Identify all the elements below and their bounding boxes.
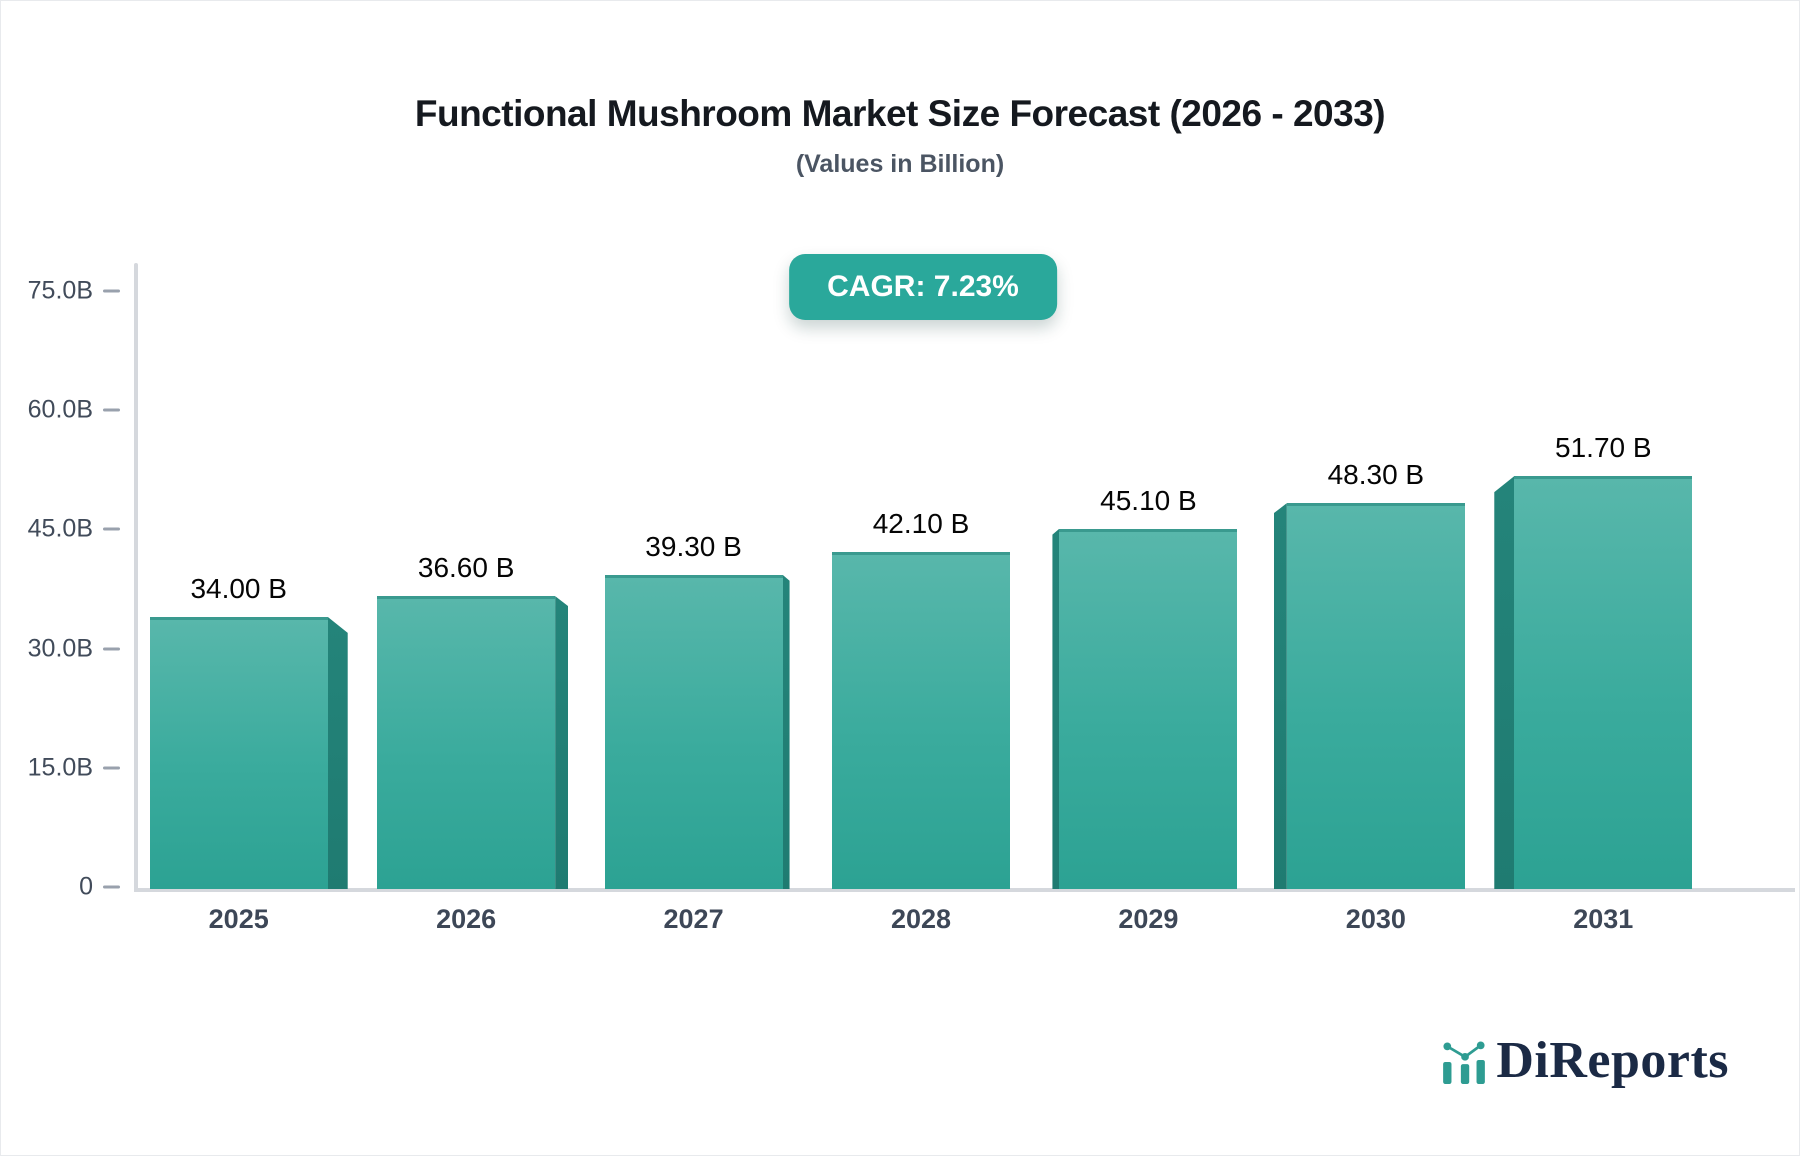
bar-chart-logo-icon bbox=[1443, 1040, 1486, 1084]
x-axis-label: 2029 bbox=[1118, 904, 1179, 934]
bar-2027 bbox=[604, 574, 783, 889]
x-axis-label: 2025 bbox=[208, 904, 269, 934]
bar-value-label: 48.30 B bbox=[1327, 459, 1425, 491]
x-axis-baseline bbox=[134, 888, 1795, 892]
x-axis-label: 2031 bbox=[1573, 904, 1634, 934]
y-axis-tick-mark bbox=[103, 527, 120, 531]
y-axis-tick-label: 60.0B bbox=[27, 395, 93, 424]
brand-logo: DiReports bbox=[1442, 1031, 1729, 1090]
y-axis-tick-mark bbox=[103, 408, 120, 412]
bar-value-label: 36.60 B bbox=[417, 552, 515, 584]
chart-title: Functional Mushroom Market Size Forecast… bbox=[414, 93, 1386, 134]
y-axis-tick-label: 75.0B bbox=[27, 276, 93, 305]
y-axis-tick-label: 45.0B bbox=[27, 514, 93, 543]
bar-value-label: 39.30 B bbox=[645, 530, 742, 562]
bar-2031 bbox=[1514, 476, 1693, 889]
y-axis-tick-mark bbox=[103, 647, 120, 651]
y-axis-line bbox=[134, 263, 138, 892]
x-axis-label: 2028 bbox=[890, 904, 952, 934]
x-axis-label: 2027 bbox=[663, 904, 724, 934]
brand-logo-text: DiReports bbox=[1496, 1032, 1729, 1089]
bar-3d-side bbox=[1052, 528, 1060, 889]
bar-2026 bbox=[377, 596, 556, 889]
bar-3d-side bbox=[782, 574, 790, 889]
x-axis-label: 2026 bbox=[436, 904, 497, 934]
y-axis-tick-label: 0 bbox=[79, 872, 93, 901]
y-axis-tick-label: 15.0B bbox=[27, 753, 93, 782]
bar-3d-side bbox=[327, 616, 348, 889]
bar-2028 bbox=[832, 552, 1010, 889]
bar-value-label: 34.00 B bbox=[190, 572, 287, 604]
bar-2029 bbox=[1059, 528, 1238, 889]
bar-3d-side bbox=[1494, 476, 1515, 889]
bar-3d-side bbox=[1273, 503, 1287, 889]
bar-value-label: 45.10 B bbox=[1100, 484, 1197, 516]
bar-value-label: 42.10 B bbox=[872, 508, 970, 540]
y-axis-tick-mark bbox=[103, 766, 120, 770]
x-axis-label: 2030 bbox=[1345, 904, 1406, 934]
y-axis-tick-label: 30.0B bbox=[27, 634, 93, 663]
bar-3d-side bbox=[555, 596, 569, 889]
bar-value-label: 51.70 B bbox=[1555, 432, 1652, 464]
bar-2030 bbox=[1286, 503, 1465, 889]
y-axis-tick-mark bbox=[103, 885, 120, 889]
bar-2025 bbox=[149, 616, 328, 889]
chart-subtitle: (Values in Billion) bbox=[795, 150, 1005, 178]
cagr-badge: CAGR: 7.23% bbox=[789, 254, 1057, 320]
y-axis-tick-mark bbox=[103, 289, 120, 293]
